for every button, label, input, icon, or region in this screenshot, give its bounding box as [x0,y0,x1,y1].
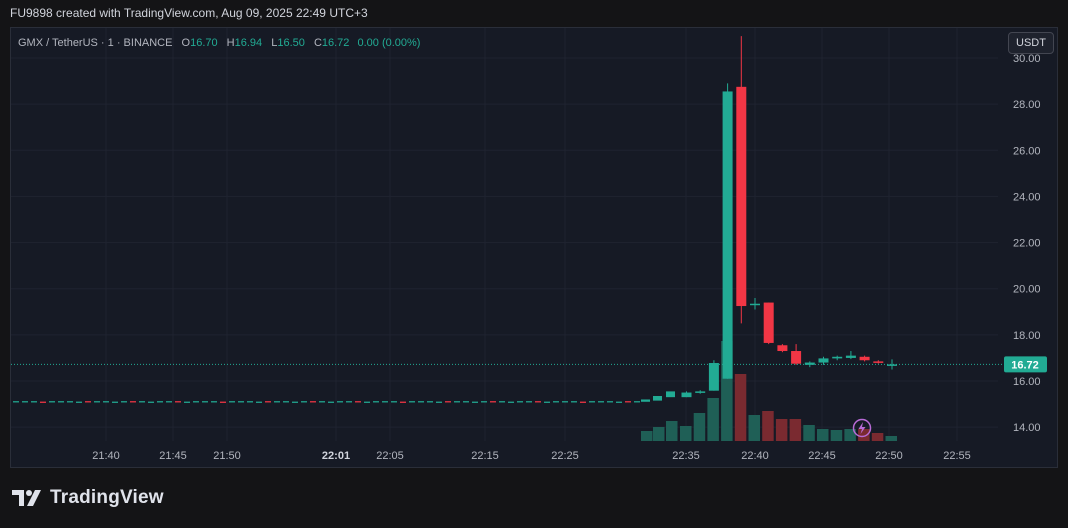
price-tick-label: 18.00 [1013,330,1041,342]
price-tick-label: 14.00 [1013,422,1041,434]
candle-body[interactable] [791,351,802,364]
volume-bar [871,433,884,441]
time-tick-label: 22:05 [376,450,404,462]
chart-pane[interactable] [10,27,1058,468]
price-tick-label: 26.00 [1013,145,1041,157]
tradingview-logo[interactable]: TradingView [12,487,164,509]
price-tick-label: 30.00 [1013,53,1041,65]
volume-bar [653,427,665,441]
high-label: H [226,37,235,49]
lightning-bolt-icon [858,422,866,434]
candle-body[interactable] [736,86,747,307]
chart-header: FU9898 created with TradingView.com, Aug… [10,6,368,20]
time-tick-label: 22:25 [551,450,579,462]
price-tick-label: 22.00 [1013,238,1041,250]
candle-body[interactable] [859,356,870,361]
high-value: 16.94 [234,37,263,49]
pre-spike-candle [666,391,675,398]
volume-bar [762,411,774,441]
candle-body[interactable] [777,345,788,352]
price-tick-label: 20.00 [1013,284,1041,296]
volume-bar [803,425,815,441]
volume-bar [693,413,706,441]
currency-button[interactable]: USDT [1008,32,1054,54]
time-tick-label: 21:50 [213,450,241,462]
price-tick-label: 16.00 [1013,376,1041,388]
ohlc-legend: GMX / TetherUS · 1 · BINANCE O16.70 H16.… [18,37,420,49]
volume-bar [641,431,653,441]
tradingview-wordmark: TradingView [50,487,164,508]
time-tick-label: 22:35 [672,450,700,462]
volume-bar [666,421,678,441]
price-tick-label: 28.00 [1013,99,1041,111]
symbol-title[interactable]: GMX / TetherUS · 1 · BINANCE [18,37,173,49]
tradingview-logo-icon [12,490,41,506]
time-tick-label: 22:15 [471,450,499,462]
volume-bar [844,429,856,441]
close-value: 16.72 [321,37,350,49]
low-label: L [271,37,278,49]
volume-bar [885,436,897,441]
pre-spike-candle [653,396,662,401]
open-value: 16.70 [190,37,218,49]
candle-body[interactable] [804,362,815,365]
close-label: C [313,37,322,49]
low-value: 16.50 [277,37,305,49]
candle-body[interactable] [873,361,884,363]
candle-body[interactable] [763,302,774,343]
time-tick-label: 22:55 [943,450,971,462]
time-tick-label: 22:50 [875,450,903,462]
candle-body[interactable] [681,392,692,398]
candle-body[interactable] [750,303,760,306]
lightning-icon[interactable] [852,418,872,438]
last-price-label: 16.72 [1011,359,1039,371]
time-tick-label: 22:45 [808,450,836,462]
volume-bar [775,419,788,441]
candle-body[interactable] [845,355,856,358]
volume-bar [789,419,802,441]
pre-spike-candle [641,399,650,402]
volume-bar [707,398,719,441]
time-tick-label: 21:40 [92,450,120,462]
candle-body[interactable] [708,363,719,391]
candle-body[interactable] [695,391,706,393]
volume-bar [858,429,870,441]
time-tick-label: 21:45 [159,450,187,462]
candle-body[interactable] [832,356,843,359]
candle-body[interactable] [722,91,733,379]
candle-body[interactable] [818,358,829,363]
volume-bar [721,341,733,441]
price-tick-label: 24.00 [1013,191,1041,203]
time-tick-label: 22:40 [741,450,769,462]
volume-bar [734,374,747,441]
volume-bar [817,429,829,441]
last-price-badge [1004,356,1047,373]
candle-body[interactable] [887,364,897,366]
open-label: O [181,37,191,49]
time-tick-label: 22:01 [322,450,350,462]
volume-bar [830,430,843,441]
change-value: 0.00 (0.00%) [357,37,421,49]
volume-bar [680,426,692,441]
volume-bar [748,415,760,441]
